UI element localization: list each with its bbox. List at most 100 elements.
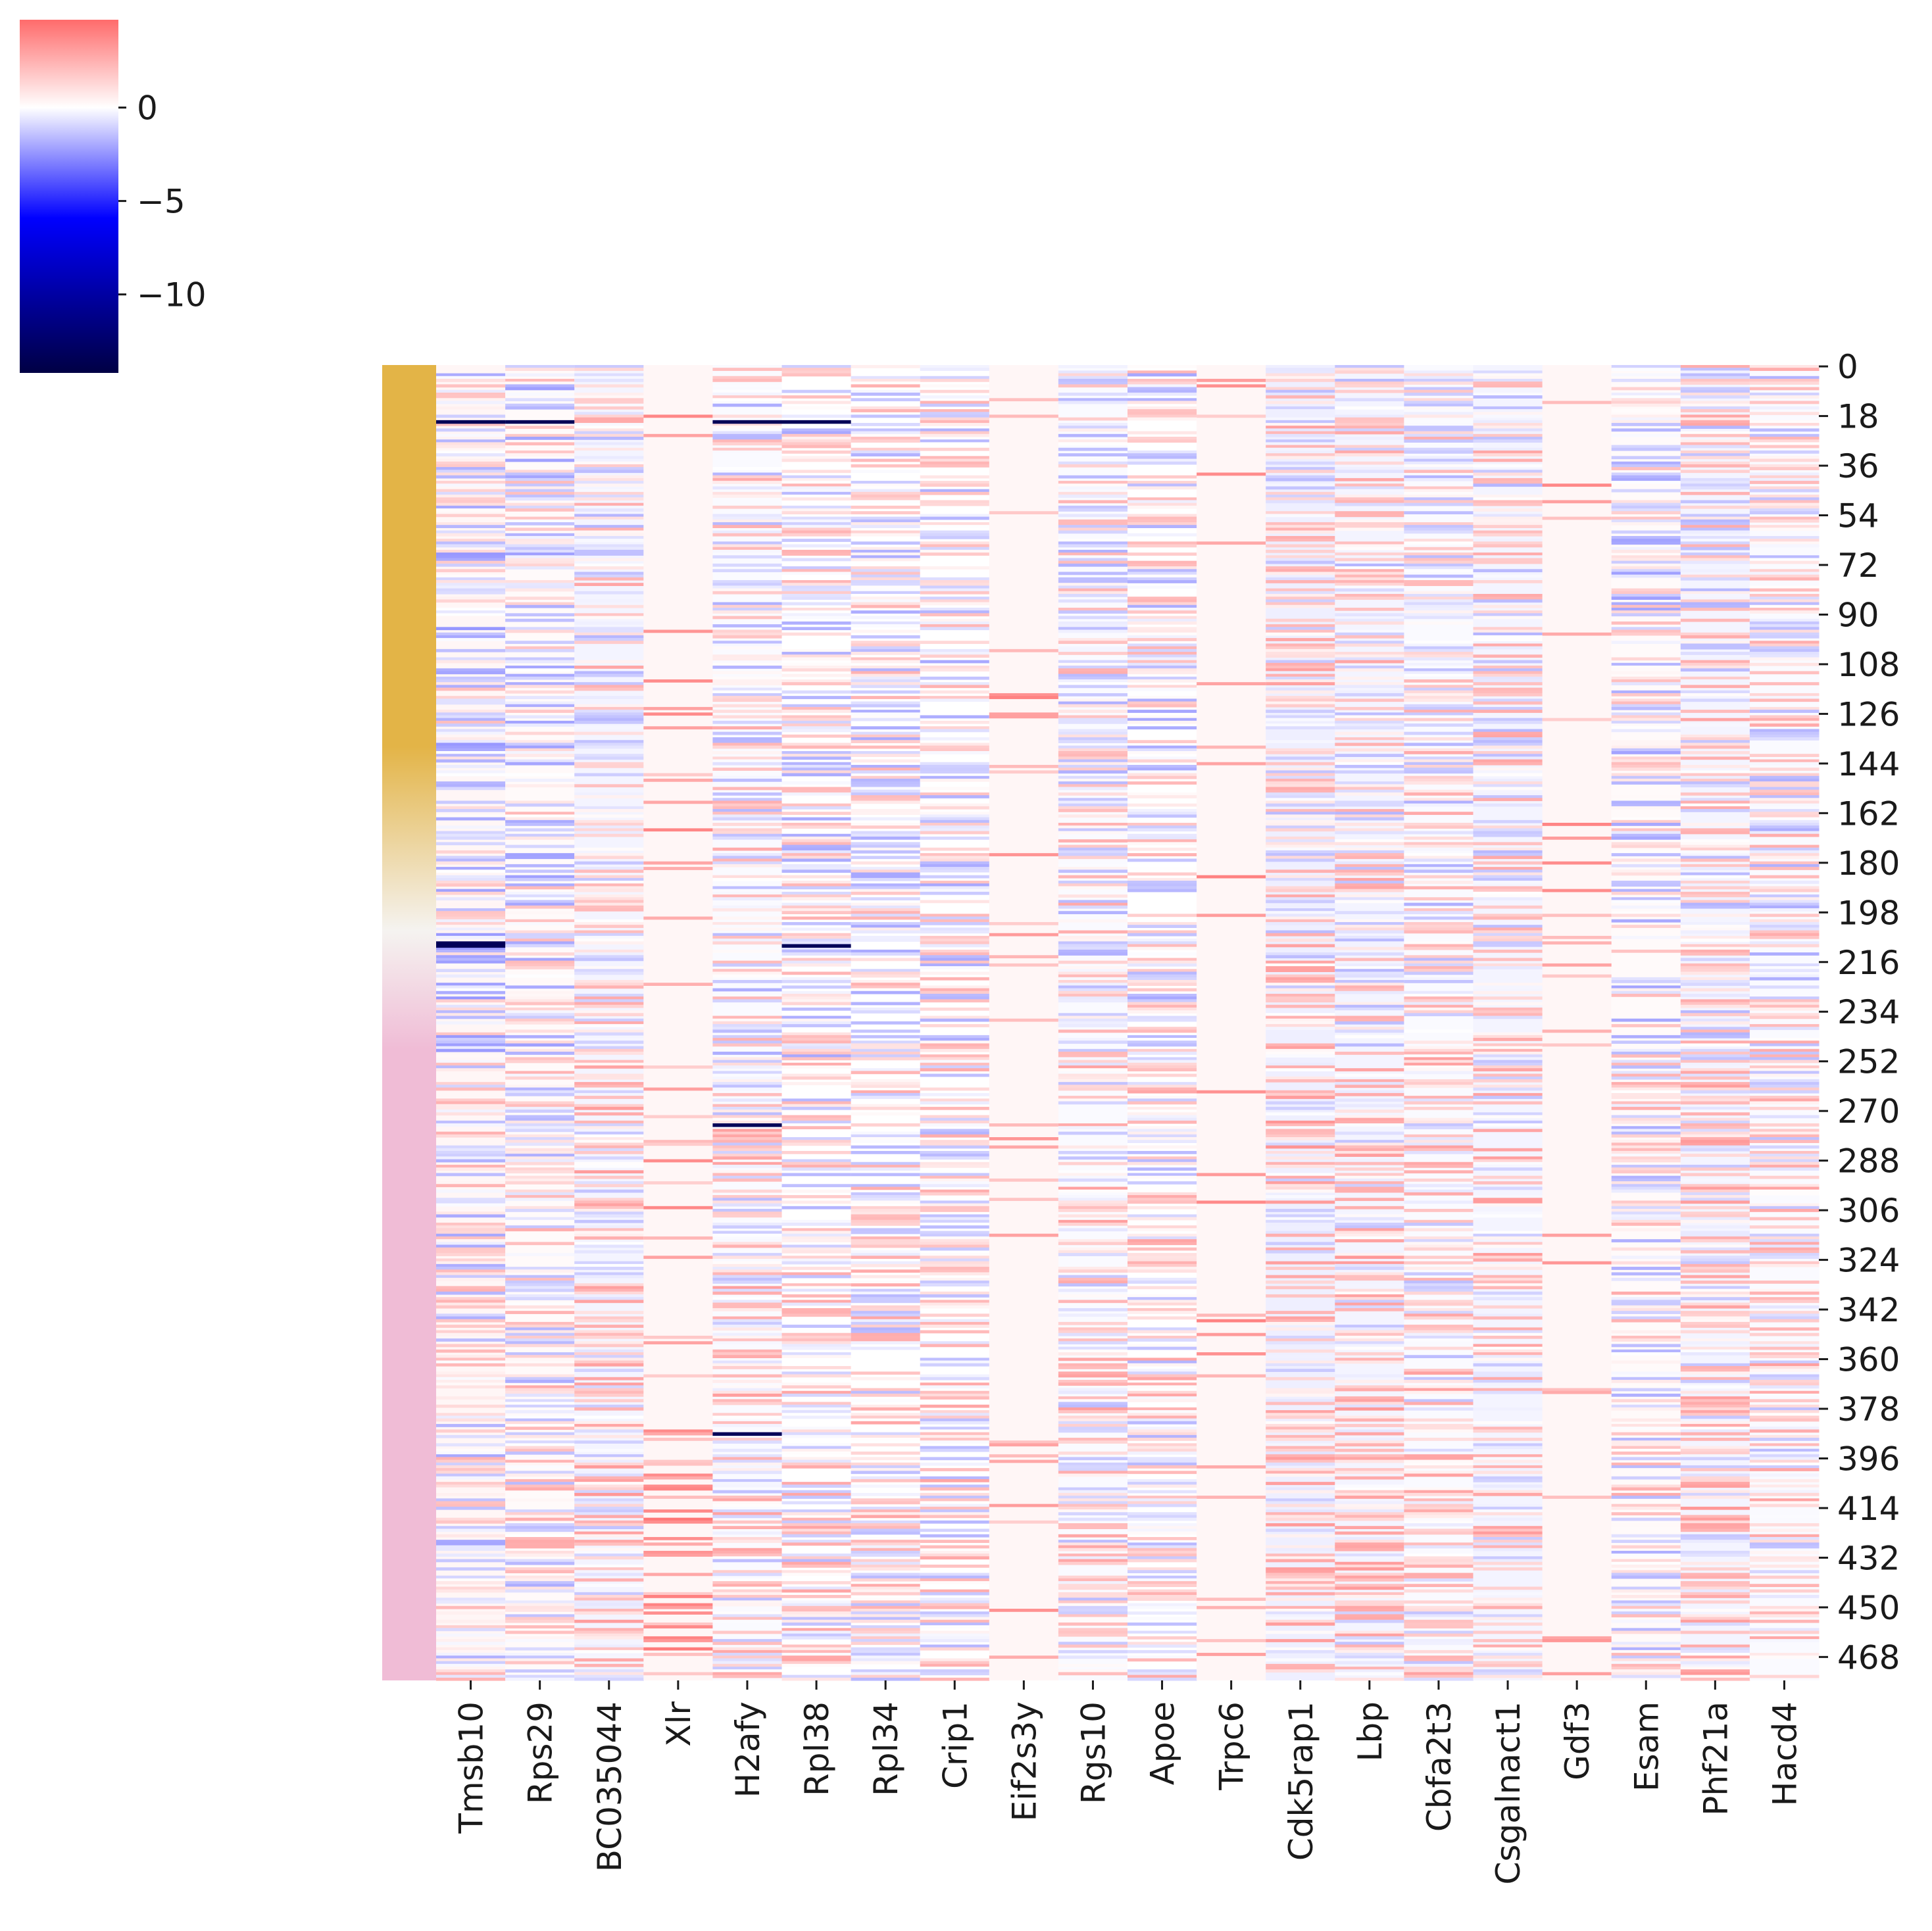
- heatmap-cell: [1335, 1173, 1404, 1177]
- heatmap-cell: [574, 1487, 644, 1491]
- heatmap-cell: [712, 864, 782, 868]
- heatmap-cell: [1266, 1319, 1335, 1323]
- heatmap-cell: [851, 784, 921, 788]
- heatmap-cell: [1058, 941, 1128, 945]
- heatmap-cell: [1127, 1605, 1197, 1609]
- heatmap-cell: [1266, 839, 1335, 843]
- heatmap-cell: [1335, 706, 1404, 710]
- heatmap-cell: [989, 1178, 1059, 1182]
- heatmap-cell: [1611, 1446, 1681, 1450]
- heatmap-cell: [1611, 715, 1681, 719]
- heatmap-cell: [851, 1134, 921, 1138]
- heatmap-cell: [1680, 662, 1750, 666]
- heatmap-cell: [1266, 993, 1335, 997]
- heatmap-cell: [436, 1457, 506, 1461]
- heatmap-cell: [505, 1545, 575, 1549]
- heatmap-cell: [436, 638, 506, 641]
- heatmap-cell: [505, 1129, 575, 1133]
- heatmap-cell: [920, 1440, 990, 1444]
- heatmap-cell: [851, 925, 921, 928]
- heatmap-cell: [1473, 1332, 1543, 1336]
- heatmap-cell: [436, 1131, 506, 1135]
- heatmap-cell: [1680, 775, 1750, 779]
- heatmap-cell: [1749, 472, 1820, 476]
- heatmap-cell: [1058, 946, 1128, 950]
- heatmap-cell: [1680, 1617, 1750, 1621]
- heatmap-cell: [436, 927, 506, 931]
- heatmap-cell: [1197, 1605, 1266, 1609]
- heatmap-cell: [712, 602, 782, 606]
- heatmap-cell: [1266, 475, 1335, 479]
- heatmap-cell: [574, 1319, 644, 1323]
- heatmap-cell: [1680, 1120, 1750, 1124]
- heatmap-cell: [1058, 676, 1128, 680]
- heatmap-cell: [1611, 464, 1681, 468]
- heatmap-cell: [851, 935, 921, 939]
- heatmap-cell: [505, 1192, 575, 1196]
- heatmap-cell: [1127, 458, 1197, 462]
- heatmap-cell: [574, 1482, 644, 1485]
- heatmap-cell: [712, 368, 782, 371]
- heatmap-cell: [781, 657, 852, 661]
- heatmap-cell: [1473, 990, 1543, 994]
- heatmap-cell: [505, 1407, 575, 1411]
- heatmap-cell: [505, 1639, 575, 1642]
- heatmap-cell: [1266, 530, 1335, 534]
- heatmap-cell: [1749, 927, 1820, 931]
- heatmap-cell: [920, 414, 990, 418]
- heatmap-cell: [643, 1542, 713, 1546]
- heatmap-cell: [643, 1181, 713, 1185]
- heatmap-cell: [920, 1636, 990, 1640]
- heatmap-cell: [505, 1603, 575, 1607]
- heatmap-cell: [1473, 886, 1543, 890]
- heatmap-cell: [1127, 1390, 1197, 1394]
- heatmap-cell: [505, 1283, 575, 1287]
- heatmap-cell: [851, 1256, 921, 1259]
- heatmap-cell: [920, 971, 990, 975]
- heatmap-cell: [1404, 450, 1474, 454]
- heatmap-cell: [851, 812, 921, 816]
- heatmap-cell: [1335, 668, 1404, 672]
- heatmap-cell: [920, 1321, 990, 1325]
- heatmap-cell: [574, 993, 644, 997]
- heatmap-cell: [1404, 428, 1474, 432]
- heatmap-cell: [1266, 1567, 1335, 1571]
- heatmap-cell: [712, 762, 782, 766]
- heatmap-cell: [781, 958, 852, 962]
- heatmap-cell: [574, 1390, 644, 1394]
- heatmap-cell: [712, 569, 782, 573]
- heatmap-cell: [436, 541, 506, 545]
- heatmap-cell: [1680, 1448, 1750, 1452]
- heatmap-cell: [505, 381, 575, 385]
- heatmap-cell: [1404, 420, 1474, 424]
- heatmap-cell: [1058, 1407, 1128, 1411]
- heatmap-cell: [1266, 704, 1335, 708]
- heatmap-cell: [1058, 1198, 1128, 1202]
- heatmap-cell: [781, 373, 852, 377]
- heatmap-cell: [920, 1644, 990, 1648]
- heatmap-cell: [1058, 762, 1128, 766]
- heatmap-cell: [1473, 833, 1543, 837]
- heatmap-cell: [1266, 768, 1335, 771]
- heatmap-cell: [436, 1269, 506, 1273]
- heatmap-cell: [1058, 1584, 1128, 1588]
- heatmap-cell: [1058, 1421, 1128, 1425]
- heatmap-cell: [436, 1605, 506, 1609]
- heatmap-cell: [436, 1085, 506, 1088]
- heatmap-cell: [920, 1164, 990, 1168]
- heatmap-cell: [1058, 778, 1128, 782]
- heatmap-cell: [1058, 373, 1128, 377]
- heatmap-cell: [1680, 1110, 1750, 1113]
- heatmap-cell: [1473, 1506, 1543, 1510]
- heatmap-cell: [851, 384, 921, 388]
- heatmap-cell: [1680, 1325, 1750, 1328]
- heatmap-cell: [1749, 894, 1820, 898]
- heatmap-cell: [505, 1341, 575, 1345]
- heatmap-cell: [851, 414, 921, 418]
- heatmap-cell: [1611, 1476, 1681, 1480]
- heatmap-cell: [505, 1443, 575, 1447]
- heatmap-cell: [851, 1393, 921, 1397]
- heatmap-cell: [505, 1170, 575, 1174]
- heatmap-cell: [712, 916, 782, 920]
- heatmap-cell: [1611, 1484, 1681, 1488]
